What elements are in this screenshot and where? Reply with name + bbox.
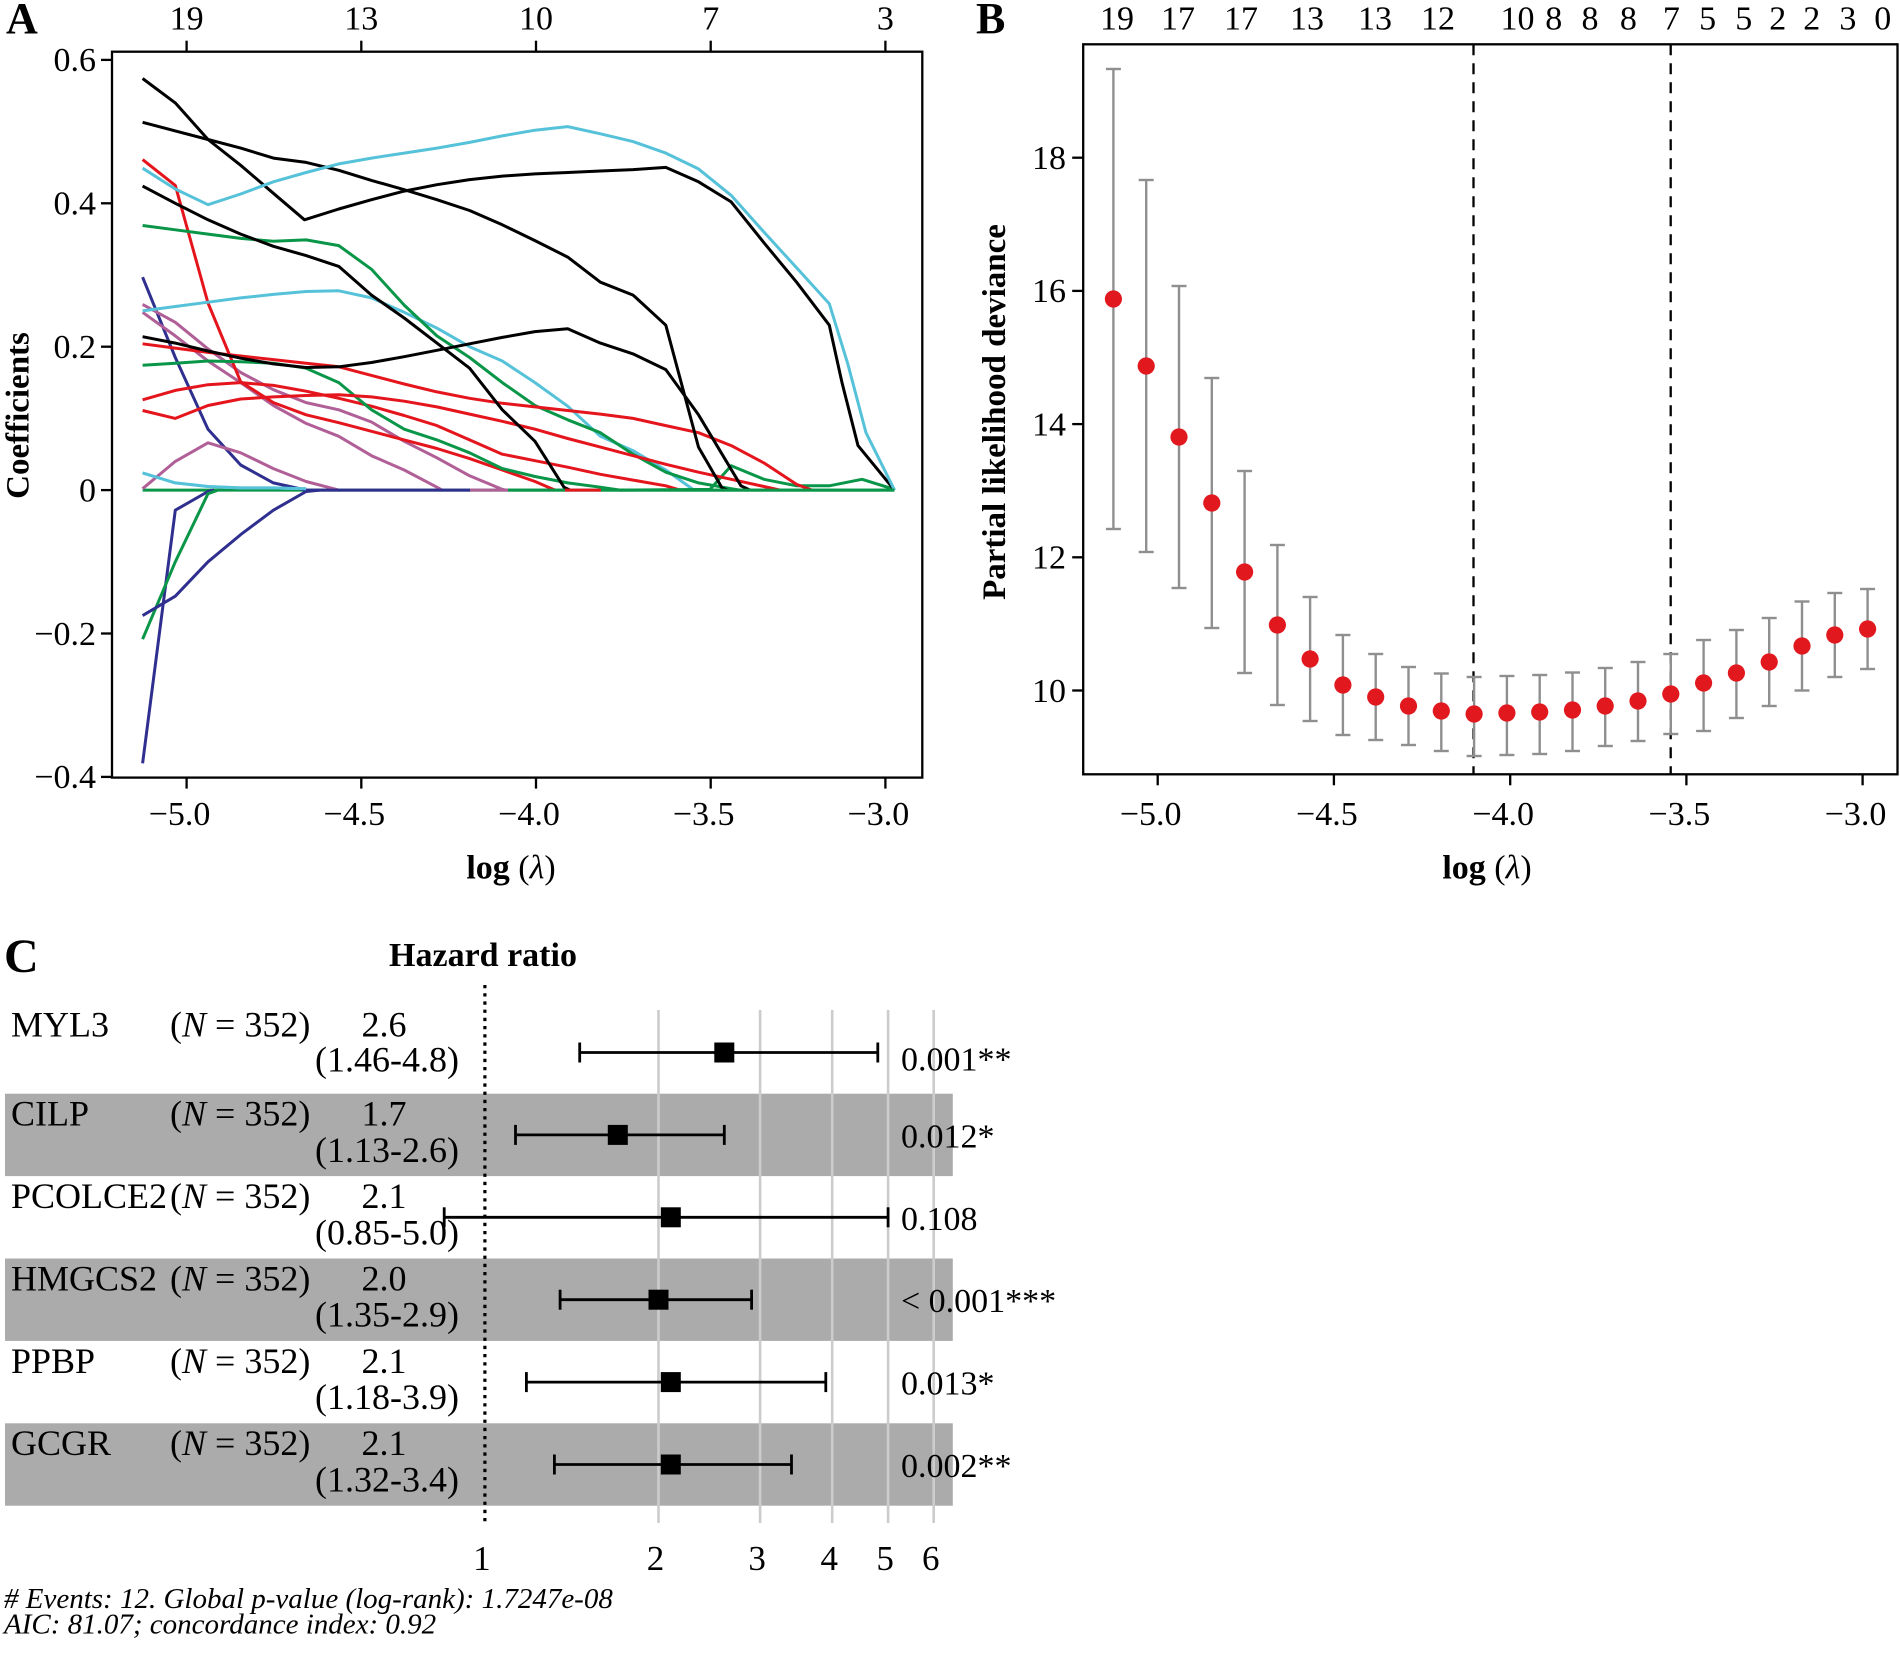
svg-text:PPBP: PPBP — [11, 1341, 95, 1381]
svg-text:−3.5: −3.5 — [673, 796, 735, 833]
svg-text:8: 8 — [1620, 1, 1637, 38]
svg-text:8: 8 — [1582, 1, 1599, 38]
svg-text:0.002**: 0.002** — [901, 1448, 1012, 1485]
svg-text:3: 3 — [1839, 1, 1856, 38]
svg-text:13: 13 — [1358, 1, 1392, 38]
svg-text:Coefficients: Coefficients — [1, 332, 37, 499]
svg-text:2: 2 — [647, 1539, 665, 1578]
svg-text:−3.0: −3.0 — [1825, 796, 1887, 833]
svg-text:2: 2 — [1803, 1, 1820, 38]
svg-text:HMGCS2: HMGCS2 — [11, 1258, 157, 1298]
svg-text:(N = 352): (N = 352) — [170, 1423, 310, 1463]
svg-text:# Events: 12. Global p-value (: # Events: 12. Global p-value (log-rank):… — [4, 1583, 613, 1615]
svg-text:5: 5 — [1699, 1, 1716, 38]
svg-text:1: 1 — [473, 1539, 491, 1578]
svg-text:A: A — [6, 0, 38, 43]
svg-text:10: 10 — [519, 1, 553, 38]
svg-text:2: 2 — [1769, 1, 1786, 38]
svg-text:(N = 352): (N = 352) — [170, 1258, 310, 1298]
svg-text:(N = 352): (N = 352) — [170, 1005, 310, 1045]
svg-text:(1.32-3.4): (1.32-3.4) — [315, 1460, 459, 1500]
svg-text:13: 13 — [344, 1, 378, 38]
svg-text:Hazard ratio: Hazard ratio — [389, 937, 577, 974]
svg-text:7: 7 — [702, 1, 719, 38]
svg-text:(1.13-2.6): (1.13-2.6) — [315, 1130, 459, 1170]
svg-text:1.7: 1.7 — [362, 1094, 407, 1134]
svg-text:0.001**: 0.001** — [901, 1042, 1012, 1079]
svg-text:17: 17 — [1224, 1, 1258, 38]
svg-text:2.0: 2.0 — [362, 1258, 407, 1298]
svg-text:0.2: 0.2 — [54, 329, 97, 366]
svg-text:(N = 352): (N = 352) — [170, 1176, 310, 1216]
svg-text:Partial likelihood deviance: Partial likelihood deviance — [977, 224, 1013, 600]
svg-text:13: 13 — [1290, 1, 1324, 38]
svg-text:2.1: 2.1 — [362, 1341, 407, 1381]
svg-text:12: 12 — [1032, 540, 1066, 577]
svg-text:GCGR: GCGR — [11, 1423, 111, 1463]
svg-text:2.6: 2.6 — [362, 1005, 407, 1045]
svg-text:3: 3 — [877, 1, 894, 38]
svg-text:19: 19 — [170, 1, 204, 38]
svg-text:(1.35-2.9): (1.35-2.9) — [315, 1295, 459, 1335]
svg-text:−3.0: −3.0 — [848, 796, 910, 833]
svg-text:−5.0: −5.0 — [149, 796, 211, 833]
svg-text:0.4: 0.4 — [54, 186, 97, 223]
svg-text:14: 14 — [1032, 406, 1066, 443]
svg-text:PCOLCE2: PCOLCE2 — [11, 1176, 167, 1216]
svg-text:10: 10 — [1501, 1, 1535, 38]
svg-text:−4.0: −4.0 — [1472, 796, 1534, 833]
svg-text:0: 0 — [79, 472, 96, 509]
svg-text:(1.46-4.8): (1.46-4.8) — [315, 1040, 459, 1080]
svg-text:−0.4: −0.4 — [34, 759, 96, 796]
svg-text:(0.85-5.0): (0.85-5.0) — [315, 1212, 459, 1252]
svg-text:−5.0: −5.0 — [1120, 796, 1182, 833]
svg-text:−4.0: −4.0 — [498, 796, 560, 833]
svg-text:7: 7 — [1663, 1, 1680, 38]
svg-text:−4.5: −4.5 — [1296, 796, 1358, 833]
svg-text:log (λ): log (λ) — [466, 850, 555, 887]
svg-text:0.108: 0.108 — [901, 1201, 978, 1238]
svg-text:log (λ): log (λ) — [1442, 850, 1531, 887]
svg-text:16: 16 — [1032, 273, 1066, 310]
svg-text:AIC: 81.07; concordance index:: AIC: 81.07; concordance index: 0.92 — [2, 1609, 436, 1641]
svg-text:−4.5: −4.5 — [323, 796, 385, 833]
svg-text:8: 8 — [1545, 1, 1562, 38]
svg-text:−3.5: −3.5 — [1649, 796, 1711, 833]
svg-text:6: 6 — [922, 1539, 940, 1578]
svg-text:−0.2: −0.2 — [34, 616, 96, 653]
svg-text:19: 19 — [1100, 1, 1134, 38]
svg-text:B: B — [976, 0, 1005, 43]
svg-text:12: 12 — [1421, 1, 1455, 38]
svg-text:MYL3: MYL3 — [11, 1005, 109, 1045]
svg-text:5: 5 — [876, 1539, 894, 1578]
svg-text:2.1: 2.1 — [362, 1176, 407, 1216]
svg-text:CILP: CILP — [11, 1094, 89, 1134]
svg-text:C: C — [4, 930, 39, 983]
svg-text:18: 18 — [1032, 140, 1066, 177]
svg-text:10: 10 — [1032, 673, 1066, 710]
svg-text:(N = 352): (N = 352) — [170, 1341, 310, 1381]
svg-text:(N = 352): (N = 352) — [170, 1094, 310, 1134]
svg-text:0.012*: 0.012* — [901, 1118, 995, 1155]
svg-text:2.1: 2.1 — [362, 1423, 407, 1463]
svg-text:(1.18-3.9): (1.18-3.9) — [315, 1377, 459, 1417]
svg-text:3: 3 — [748, 1539, 766, 1578]
svg-text:17: 17 — [1161, 1, 1195, 38]
svg-text:0: 0 — [1874, 1, 1891, 38]
svg-text:5: 5 — [1735, 1, 1752, 38]
svg-text:< 0.001***: < 0.001*** — [901, 1283, 1056, 1320]
svg-text:0.013*: 0.013* — [901, 1366, 995, 1403]
svg-text:4: 4 — [820, 1539, 838, 1578]
svg-text:0.6: 0.6 — [54, 42, 97, 79]
